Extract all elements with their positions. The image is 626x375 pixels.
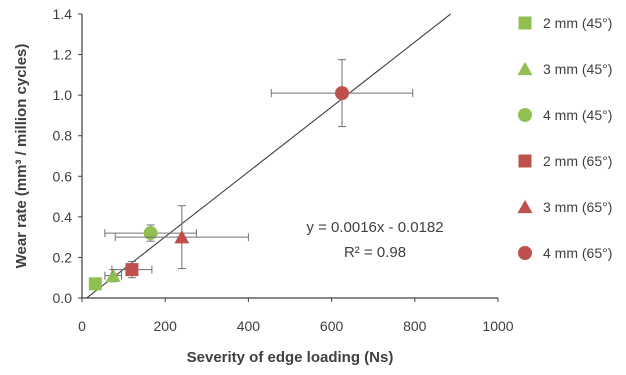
legend: 2 mm (45°) 3 mm (45°) 4 mm (45°) 2 mm (65°)… (517, 15, 612, 261)
legend-label: 2 mm (45°) (543, 15, 612, 31)
legend-label: 3 mm (45°) (543, 61, 612, 77)
data-point (143, 226, 158, 241)
x-tick-label: 200 (154, 318, 178, 334)
x-tick-label: 400 (237, 318, 261, 334)
legend-marker (518, 16, 532, 30)
legend-label: 4 mm (65°) (543, 245, 612, 261)
data-point (105, 268, 121, 282)
trendline-equation: y = 0.0016x - 0.0182 (306, 219, 443, 236)
x-tick-label: 1000 (482, 318, 513, 334)
data-point (125, 263, 139, 277)
legend-marker (517, 61, 533, 76)
y-axis-title: Wear rate (mm³ / million cycles) (13, 44, 30, 269)
legend-marker (518, 154, 532, 168)
axes (81, 14, 498, 299)
y-tick-label: 1.2 (53, 47, 73, 63)
y-tick-label: 0.2 (53, 249, 73, 265)
legend-marker (517, 199, 533, 214)
legend-label: 2 mm (65°) (543, 153, 612, 169)
trendline-layer (86, 13, 452, 299)
y-tick-label: 0.6 (53, 168, 73, 184)
legend-marker (518, 246, 532, 260)
legend-marker (518, 108, 532, 122)
legend-label: 4 mm (45°) (543, 107, 612, 123)
x-axis-title: Severity of edge loading (Ns) (187, 349, 394, 366)
data-point (88, 277, 102, 291)
trendline (86, 13, 452, 299)
trendline-r-squared: R² = 0.98 (344, 244, 406, 261)
y-tick-label: 0.4 (53, 209, 73, 225)
y-tick-label: 1.0 (53, 87, 73, 103)
x-tick-label: 800 (403, 318, 427, 334)
data-points-layer (88, 59, 414, 291)
tick-labels: 0 200 400 600 800 1000 0.0 0.2 0.4 0.6 0.8 1.0 1.2 1.… (53, 6, 514, 334)
legend-label: 3 mm (65°) (543, 199, 612, 215)
x-tick-label: 0 (78, 318, 86, 334)
y-tick-label: 0.8 (53, 128, 73, 144)
data-point (335, 86, 349, 101)
data-point (174, 229, 190, 244)
y-tick-label: 0.0 (53, 290, 73, 306)
y-tick-label: 1.4 (53, 6, 73, 22)
x-tick-label: 600 (320, 318, 344, 334)
